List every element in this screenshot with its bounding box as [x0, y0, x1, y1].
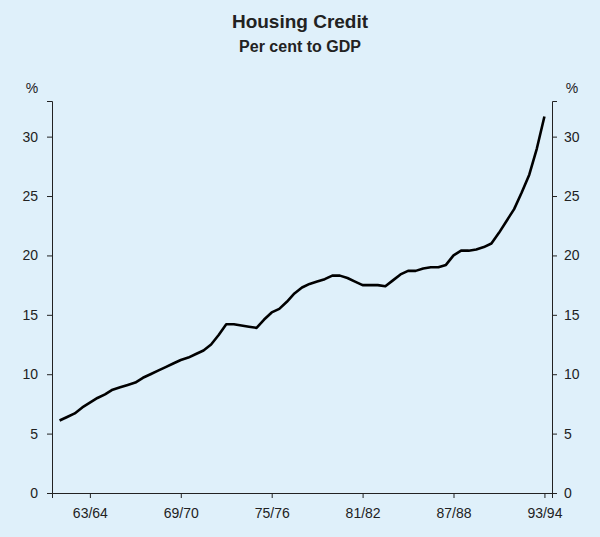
tick-mark — [90, 493, 91, 498]
tick-mark — [552, 434, 557, 435]
y-axis-right-line — [553, 102, 558, 494]
tick: 81/82 — [346, 493, 381, 521]
tick-mark — [552, 374, 557, 375]
title: Housing Credit — [232, 11, 369, 32]
tick-label: 87/88 — [436, 505, 471, 521]
subtitle: Per cent to GDP — [239, 38, 361, 55]
background — [0, 0, 600, 537]
tick: 15 — [552, 307, 580, 323]
y-axis-right: 0 5 10 15 20 25 30 — [552, 102, 580, 501]
tick-label: 25 — [22, 188, 38, 204]
tick-mark — [552, 137, 557, 138]
tick: 25 — [22, 188, 52, 204]
tick: 30 — [552, 129, 580, 145]
tick-mark — [47, 196, 52, 197]
tick-mark — [181, 493, 182, 498]
tick-label: 5 — [564, 426, 572, 442]
tick-label: 0 — [30, 485, 38, 501]
tick: 93/94 — [527, 493, 562, 521]
tick-label: 93/94 — [527, 505, 562, 521]
tick: 0 — [30, 485, 52, 501]
tick-label: 10 — [22, 366, 38, 382]
tick-mark — [552, 255, 557, 256]
tick-label: 0 — [564, 485, 572, 501]
tick-mark — [272, 493, 273, 498]
tick: 10 — [22, 366, 52, 382]
x-axis-line — [53, 494, 553, 499]
plot: 0 5 10 15 20 25 30 0 5 10 15 20 25 30 63/64 69/70 75/76 8… — [22, 102, 579, 521]
tick-label: 69/70 — [164, 505, 199, 521]
tick: 5 — [552, 426, 572, 442]
tick: 5 — [30, 426, 52, 442]
tick-mark — [552, 196, 557, 197]
tick-label: 63/64 — [73, 505, 108, 521]
tick-label: 25 — [564, 188, 580, 204]
tick-label: 30 — [564, 129, 580, 145]
tick-label: 10 — [564, 366, 580, 382]
line — [60, 116, 545, 420]
tick-mark — [454, 493, 455, 498]
tick-mark — [47, 493, 52, 494]
chart: Housing Credit Per cent to GDP 0 5 10 15 20 25 3… — [0, 0, 600, 537]
tick: 75/76 — [255, 493, 290, 521]
tick-mark — [47, 374, 52, 375]
ylabel-left: % — [26, 80, 38, 96]
tick: 20 — [22, 247, 52, 263]
tick: 15 — [22, 307, 52, 323]
x-axis: 63/64 69/70 75/76 81/82 87/88 93/94 — [53, 493, 563, 521]
tick-label: 5 — [30, 426, 38, 442]
tick: 87/88 — [436, 493, 471, 521]
tick: 69/70 — [164, 493, 199, 521]
lines — [60, 116, 545, 420]
tick-mark — [363, 493, 364, 498]
tick-mark — [47, 434, 52, 435]
tick-mark — [47, 255, 52, 256]
tick-label: 75/76 — [255, 505, 290, 521]
tick: 20 — [552, 247, 580, 263]
tick-label: 30 — [22, 129, 38, 145]
tick-label: 20 — [22, 247, 38, 263]
tick-label: 15 — [564, 307, 580, 323]
tick-mark — [552, 315, 557, 316]
tick: 25 — [552, 188, 580, 204]
tick: 63/64 — [73, 493, 108, 521]
tick-mark — [544, 493, 545, 498]
tick-label: 81/82 — [346, 505, 381, 521]
tick: 30 — [22, 129, 52, 145]
tick-label: 20 — [564, 247, 580, 263]
tick: 0 — [552, 485, 572, 501]
tick-mark — [47, 137, 52, 138]
y-axis-left-line — [47, 102, 53, 494]
tick-mark — [47, 315, 52, 316]
ylabel-right: % — [566, 80, 578, 96]
tick-label: 15 — [22, 307, 38, 323]
tick: 10 — [552, 366, 580, 382]
y-axis-left: 0 5 10 15 20 25 30 — [22, 102, 52, 501]
